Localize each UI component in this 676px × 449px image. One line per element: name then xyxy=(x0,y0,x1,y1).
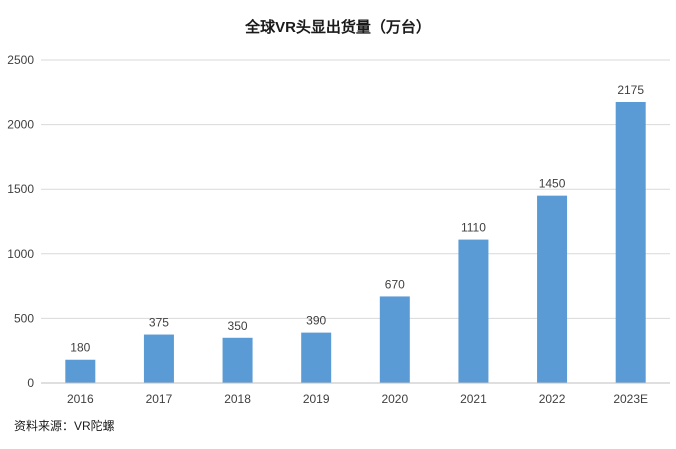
data-label-2021: 1110 xyxy=(461,221,486,235)
source-note: 资料来源：VR陀螺 xyxy=(14,418,115,433)
gridlines xyxy=(41,59,670,319)
bar-2023E xyxy=(615,101,646,384)
x-tick-label-2018: 2018 xyxy=(224,392,251,406)
y-tick-label: 1500 xyxy=(7,182,34,196)
bars xyxy=(65,101,646,384)
bar-2018 xyxy=(222,337,253,383)
y-tick-label: 2000 xyxy=(7,118,34,132)
bar-2019 xyxy=(301,332,332,383)
y-axis-ticks: 0 500 1000 1500 2000 2500 xyxy=(7,53,34,390)
chart-title: 全球VR头显出货量（万台） xyxy=(244,18,431,36)
y-tick-label: 500 xyxy=(14,311,34,325)
data-label-2022: 1450 xyxy=(539,177,566,191)
data-label-2019: 390 xyxy=(306,314,326,328)
bar-2020 xyxy=(379,296,410,383)
x-tick-label-2016: 2016 xyxy=(67,392,94,406)
y-tick-label: 2500 xyxy=(7,53,34,67)
bar-2021 xyxy=(458,239,489,383)
x-tick-label-2022: 2022 xyxy=(539,392,566,406)
x-tick-label-2023E: 2023E xyxy=(613,392,648,406)
x-tick-label-2021: 2021 xyxy=(460,392,487,406)
data-label-2017: 375 xyxy=(149,316,169,330)
bar-2017 xyxy=(143,334,174,383)
x-tick-label-2019: 2019 xyxy=(303,392,330,406)
bar-2016 xyxy=(65,359,96,383)
bar-2022 xyxy=(537,195,568,383)
data-label-2018: 350 xyxy=(228,319,248,333)
data-label-2016: 180 xyxy=(70,341,90,355)
y-tick-label: 1000 xyxy=(7,247,34,261)
data-labels: 180 375 350 390 670 1110 1450 2175 xyxy=(70,83,644,355)
x-tick-label-2017: 2017 xyxy=(146,392,173,406)
y-tick-label: 0 xyxy=(27,376,34,390)
data-label-2023E: 2175 xyxy=(617,83,644,97)
x-tick-label-2020: 2020 xyxy=(381,392,408,406)
x-axis-ticks: 2016 2017 2018 2019 2020 2021 2022 2023E xyxy=(67,392,648,406)
data-label-2020: 670 xyxy=(385,277,405,291)
